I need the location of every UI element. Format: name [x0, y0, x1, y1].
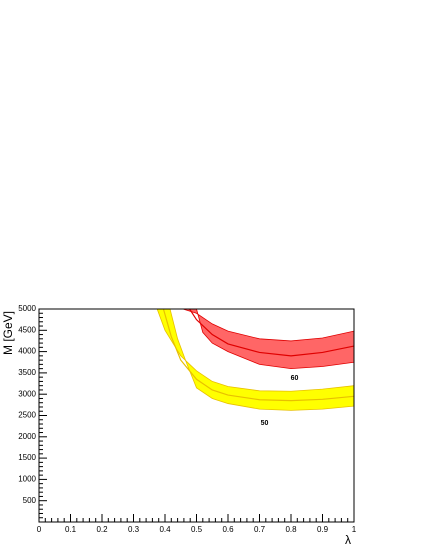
y-tick-label: 3000: [18, 389, 36, 398]
y-tick-label: 2000: [18, 432, 36, 441]
band-center-line: [189, 309, 354, 357]
band-lower-line: [196, 309, 354, 370]
y-tick-label: 4000: [18, 347, 36, 356]
y-tick-label: 1000: [18, 475, 36, 484]
band-label: 50: [261, 420, 269, 427]
x-tick-label: 0.4: [159, 525, 171, 534]
band-fill: [157, 309, 354, 411]
x-tick-label: 0: [37, 525, 42, 534]
y-axis-label: M [GeV]: [1, 311, 15, 355]
x-tick-label: 0.3: [128, 525, 140, 534]
x-tick-label: 0.2: [96, 525, 108, 534]
x-tick-label: 0.7: [254, 525, 266, 534]
band-label: 60: [291, 375, 299, 382]
y-tick-label: 500: [23, 496, 37, 505]
band-center-line: [162, 309, 354, 402]
x-tick-label: 0.6: [222, 525, 234, 534]
band-upper-line: [182, 309, 354, 342]
y-tick-label: 5000: [18, 304, 36, 313]
y-tick-label: 4500: [18, 325, 36, 334]
y-tick-label: 3500: [18, 368, 36, 377]
bands: [156, 309, 354, 411]
band-upper-line: [156, 309, 354, 392]
y-tick-label: 2500: [18, 411, 36, 420]
x-tick-label: 0.8: [285, 525, 297, 534]
y-tick-label: 1500: [18, 453, 36, 462]
x-tick-label: 0.5: [191, 525, 203, 534]
x-tick-label: 0.9: [317, 525, 329, 534]
x-axis-label: λ: [345, 533, 351, 547]
band-lower-line: [169, 309, 354, 411]
x-tick-label: 1: [352, 525, 357, 534]
x-tick-label: 0.1: [65, 525, 77, 534]
